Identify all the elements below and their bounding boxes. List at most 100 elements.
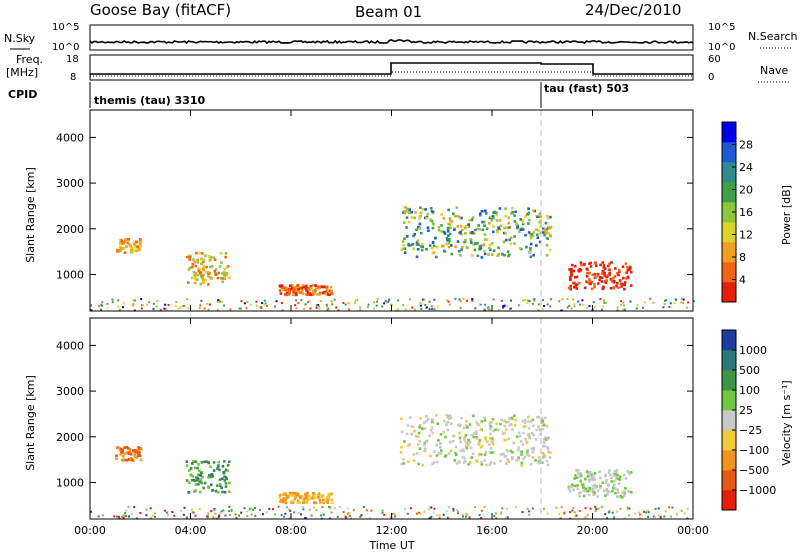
- echo-cell: [254, 514, 257, 517]
- echo-cell: [211, 489, 214, 492]
- echo-cell: [463, 226, 467, 230]
- echo-cell: [362, 506, 365, 509]
- echo-cell: [423, 427, 427, 430]
- echo-cell: [335, 306, 338, 309]
- echo-cell: [627, 489, 630, 493]
- echo-cell: [484, 450, 488, 454]
- echo-cell: [499, 224, 503, 228]
- echo-cell: [336, 515, 339, 518]
- echo-cell: [527, 510, 530, 513]
- y-tick-label: 3000: [56, 385, 84, 398]
- echo-cell: [323, 500, 326, 503]
- echo-cell: [483, 252, 487, 256]
- echo-cell: [535, 244, 538, 247]
- echo-cell: [526, 302, 529, 305]
- echo-cell: [616, 491, 620, 494]
- echo-cell: [596, 274, 600, 278]
- echo-cell: [461, 228, 464, 232]
- echo-cell: [579, 491, 583, 494]
- echo-cell: [506, 516, 509, 519]
- echo-cell: [301, 506, 304, 509]
- echo-cell: [120, 242, 123, 245]
- echo-cell: [542, 423, 546, 427]
- echo-cell: [528, 513, 531, 516]
- echo-cell: [593, 472, 597, 475]
- echo-cell: [600, 276, 604, 280]
- echo-cell: [402, 457, 405, 461]
- echo-cell: [583, 262, 586, 266]
- echo-cell: [515, 435, 519, 438]
- echo-cell: [391, 512, 394, 515]
- echo-cell: [484, 303, 487, 306]
- echo-cell: [469, 446, 473, 450]
- echo-cell: [514, 210, 517, 214]
- echo-cell: [437, 439, 440, 442]
- y-tick-label: 1000: [56, 476, 84, 489]
- echo-cell: [502, 240, 506, 244]
- echo-cell: [192, 270, 196, 274]
- echo-cell: [440, 230, 444, 233]
- echo-cell: [529, 255, 533, 259]
- echo-cell: [422, 298, 425, 301]
- echo-cell: [208, 303, 211, 306]
- echo-cell: [613, 470, 617, 473]
- echo-cell: [491, 215, 495, 218]
- echo-cell: [311, 283, 315, 287]
- echo-cell: [459, 230, 462, 234]
- echo-cell: [546, 437, 550, 441]
- echo-cell: [483, 224, 486, 228]
- echo-cell: [505, 507, 508, 510]
- echo-cell: [268, 507, 271, 510]
- echo-cell: [591, 487, 594, 491]
- echo-cell: [608, 268, 611, 272]
- echo-cell: [606, 264, 610, 268]
- echo-cell: [446, 428, 450, 432]
- echo-cell: [481, 243, 484, 247]
- echo-cell: [500, 511, 503, 514]
- echo-cell: [193, 466, 197, 470]
- echo-cell: [539, 225, 543, 228]
- echo-cell: [629, 471, 633, 474]
- echo-cell: [137, 447, 141, 451]
- colorbar-tick-label: 24: [739, 161, 753, 174]
- echo-cell: [206, 485, 210, 489]
- echo-cell: [437, 226, 441, 229]
- echo-cell: [491, 442, 495, 446]
- echo-cell: [435, 443, 439, 447]
- echo-cell: [193, 479, 197, 483]
- echo-cell: [549, 215, 552, 219]
- echo-cell: [302, 508, 305, 511]
- echo-cell: [450, 252, 454, 256]
- echo-cell: [221, 300, 224, 303]
- echo-cell: [611, 489, 614, 493]
- echo-cell: [285, 496, 289, 500]
- echo-cell: [200, 481, 204, 485]
- echo-cell: [263, 299, 266, 302]
- echo-cell: [427, 508, 430, 511]
- echo-cell: [588, 305, 591, 308]
- echo-cell: [504, 232, 508, 235]
- echo-cell: [518, 434, 522, 438]
- echo-cell: [499, 422, 502, 426]
- echo-cell: [304, 496, 308, 499]
- echo-cell: [569, 267, 573, 271]
- echo-cell: [531, 302, 534, 305]
- echo-cell: [330, 289, 333, 293]
- echo-cell: [588, 487, 592, 490]
- echo-cell: [207, 476, 210, 479]
- echo-cell: [470, 433, 474, 437]
- y-tick-label: 2000: [56, 431, 84, 444]
- echo-cell: [326, 495, 329, 499]
- echo-cell: [448, 217, 452, 220]
- echo-cell: [306, 494, 309, 498]
- echo-cell: [468, 461, 472, 464]
- echo-cell: [459, 440, 462, 444]
- echo-cell: [544, 221, 548, 225]
- echo-cell: [599, 298, 602, 301]
- echo-cell: [612, 486, 615, 489]
- echo-cell: [510, 455, 514, 459]
- echo-cell: [527, 426, 531, 430]
- echo-cell: [532, 424, 535, 428]
- echo-cell: [238, 514, 241, 517]
